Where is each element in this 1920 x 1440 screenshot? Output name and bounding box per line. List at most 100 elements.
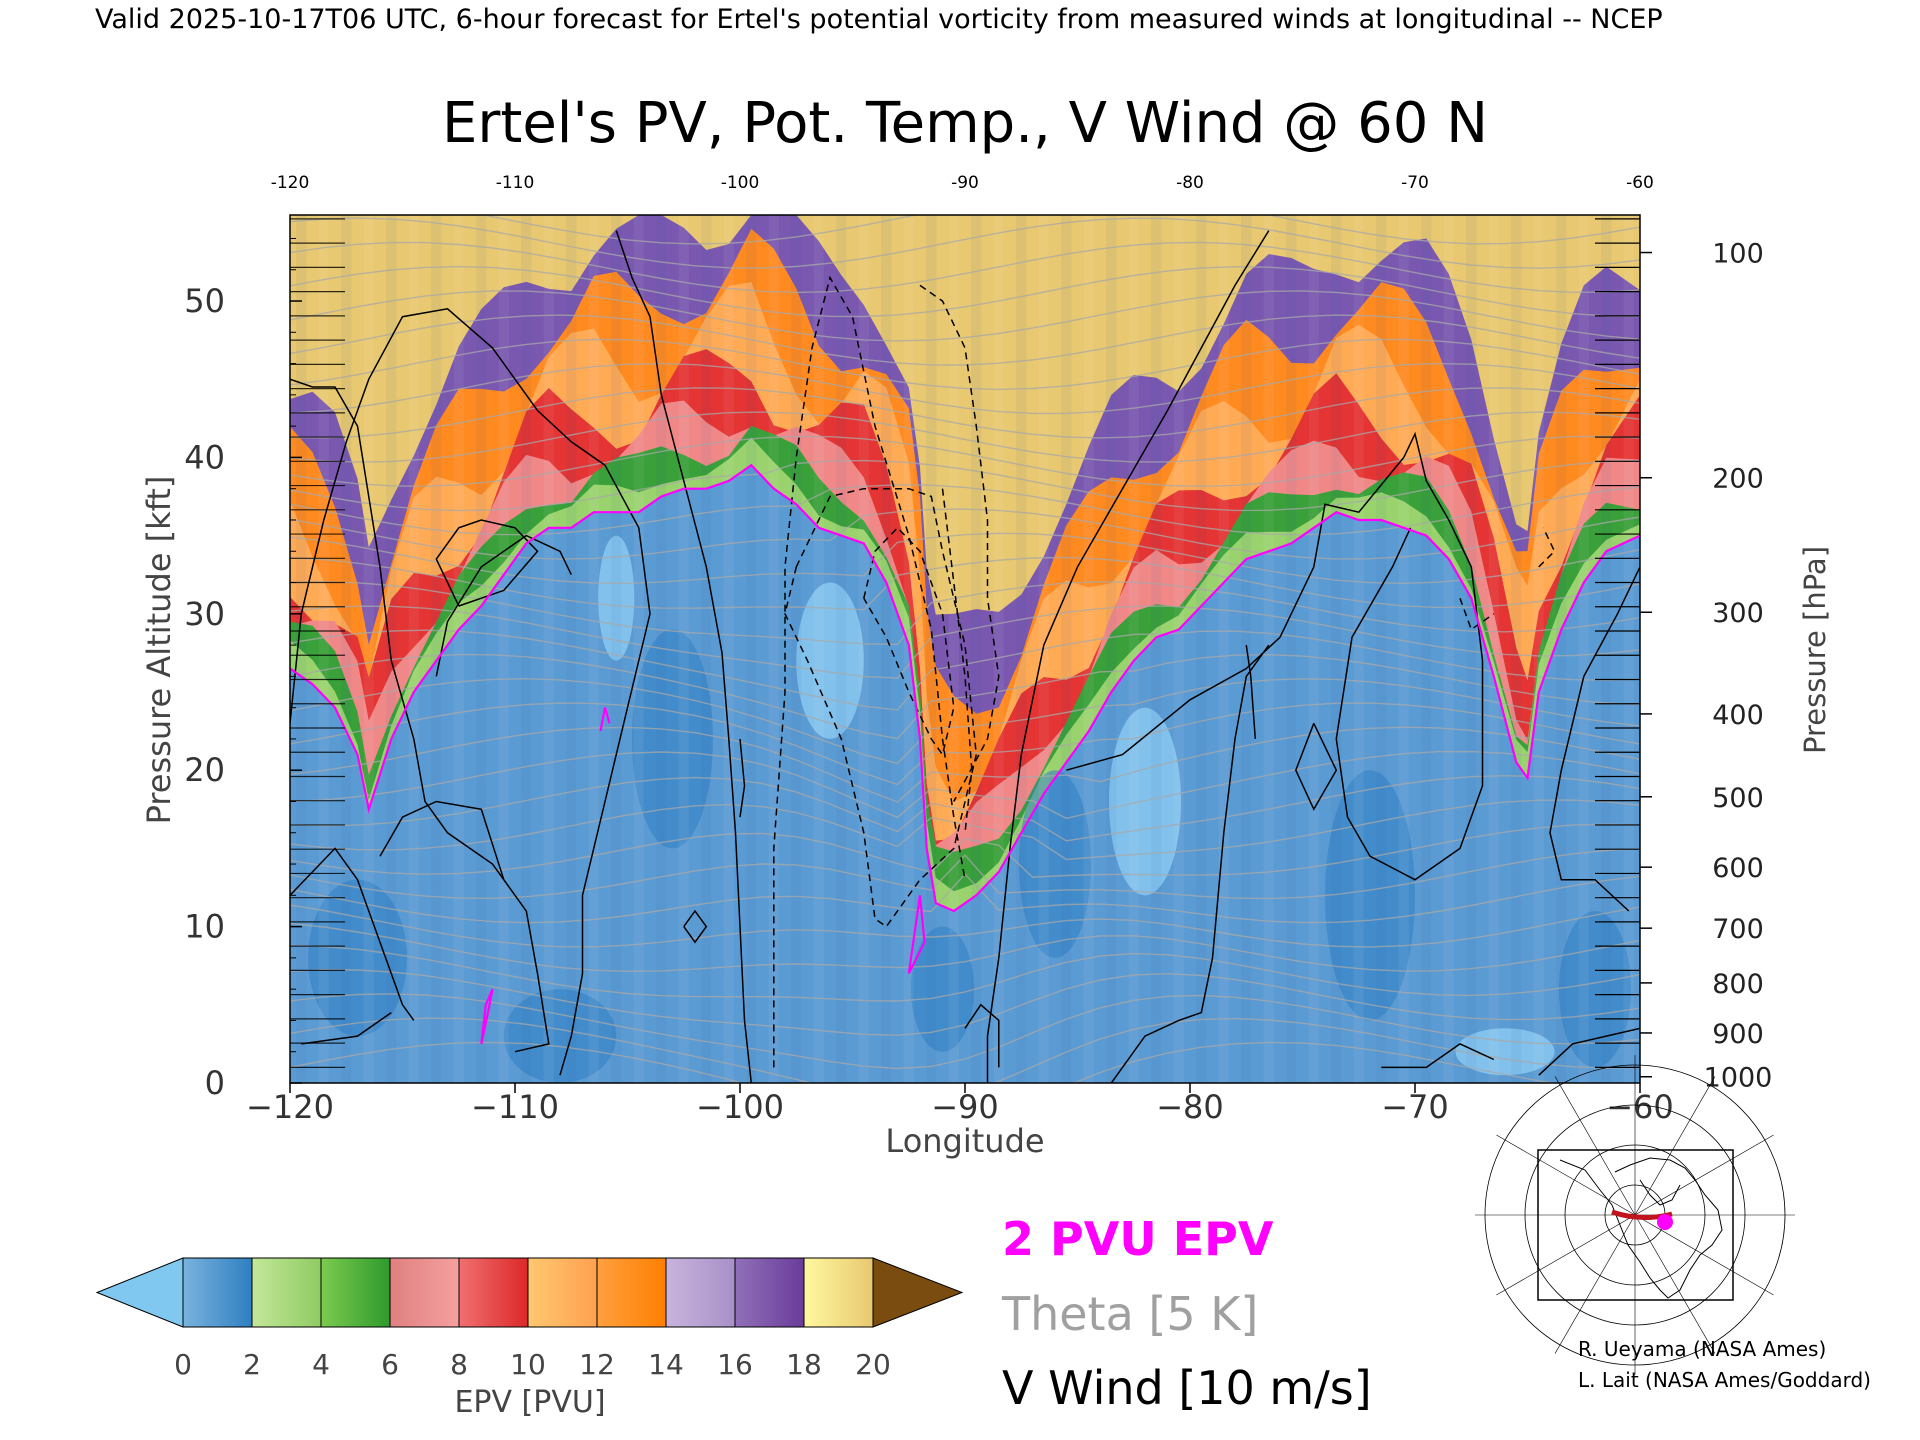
epv-stripe	[1443, 215, 1454, 1083]
v-wind-line	[1549, 566, 1640, 912]
top-tick-label: -100	[721, 173, 760, 193]
x-tick-label: −110	[471, 1088, 559, 1126]
epv-stripe	[723, 215, 734, 1083]
theta-line	[290, 459, 1640, 512]
theta-line	[290, 702, 1640, 786]
epv-stripe	[701, 215, 712, 1083]
theta-line	[290, 904, 1640, 948]
epv-stripe	[1623, 215, 1634, 1083]
inset-meridian	[1554, 1214, 1636, 1354]
epv-stripe	[1421, 215, 1432, 1083]
epv-stripe	[1578, 215, 1589, 1083]
v-wind-line	[290, 847, 415, 1021]
pressure-tick-label: 100	[1712, 239, 1764, 270]
v-wind-line	[379, 800, 505, 880]
colorbar: 0 2 4 6 8 10 12 14 16 18 20	[95, 1257, 964, 1381]
epv-stripe	[363, 215, 374, 1083]
v-wind-line	[435, 519, 539, 607]
colorbar-segment	[734, 1257, 805, 1328]
v-wind-line	[290, 378, 550, 1053]
theta-line	[290, 290, 1640, 342]
inset-meridian	[1496, 1214, 1636, 1296]
epv-pocket	[308, 879, 407, 1037]
theta-contours	[290, 215, 1640, 1083]
theta-line	[290, 605, 1640, 679]
y-tick-label: 30	[184, 595, 225, 633]
theta-line	[290, 435, 1640, 488]
theta-line	[290, 387, 1640, 439]
epv-pocket	[1325, 770, 1415, 1021]
pressure-tick-label: 200	[1712, 464, 1764, 495]
epv-stripe	[588, 215, 599, 1083]
v-wind-line	[290, 307, 651, 1076]
theta-line	[290, 1041, 1559, 1083]
epv-pocket	[1559, 910, 1631, 1068]
epv-stripe	[386, 215, 397, 1083]
colorbar-tick-label: 4	[312, 1348, 330, 1381]
epv-stripe	[431, 215, 442, 1083]
theta-line	[480, 215, 1640, 245]
top-tick-label: -90	[951, 173, 979, 193]
theta-line	[290, 922, 1640, 973]
theta-line	[290, 944, 1640, 1002]
two-pvu-line	[290, 463, 1640, 1045]
epv-stripe	[1173, 215, 1184, 1083]
x-axis-label: Longitude	[885, 1122, 1044, 1160]
inset-meridian	[1496, 1134, 1636, 1216]
colorbar-segment	[458, 1257, 529, 1328]
top-axis: -120 -110 -100 -90 -80 -70 -60	[271, 173, 1654, 193]
colorbar-segment	[596, 1257, 667, 1328]
colorbar-over-arrow	[872, 1257, 964, 1328]
inset-map	[1475, 1055, 1795, 1375]
legend: 2 PVU EPV Theta [5 K] V Wind [10 m/s]	[1001, 1212, 1372, 1415]
epv-stripe	[408, 215, 419, 1083]
v-wind-line	[1066, 431, 1484, 881]
theta-line	[290, 799, 1640, 861]
header-banner: Valid 2025-10-17T06 UTC, 6-hour forecast…	[95, 4, 1663, 35]
y-axis: 0 10 20 30 40 50	[184, 237, 302, 1102]
x-axis: −120 −110 −100 −90 −80 −70 −60	[246, 1083, 1674, 1126]
theta-line	[290, 338, 1640, 391]
v-wind-line	[683, 909, 708, 944]
y-tick-label: 20	[184, 751, 225, 789]
epv-pocket	[1019, 770, 1091, 958]
epv-pocket	[632, 629, 713, 849]
colorbar-tick-label: 18	[786, 1348, 822, 1381]
two-pvu-line-patch	[599, 707, 611, 732]
v-wind-line	[964, 1003, 1000, 1068]
epv-stripe	[1398, 215, 1409, 1083]
epv-stripe	[971, 215, 982, 1083]
theta-line	[290, 677, 1640, 765]
epv-stripe	[926, 215, 937, 1083]
x-tick-label: −90	[931, 1088, 999, 1126]
pressure-axis-label: Pressure [hPa]	[1798, 546, 1832, 754]
y-tick-label: 40	[184, 438, 225, 476]
colorbar-tick-label: 16	[717, 1348, 753, 1381]
colorbar-tick-label: 2	[243, 1348, 261, 1381]
colorbar-tick-label: 14	[648, 1348, 684, 1381]
v-wind-line-negative	[773, 275, 966, 1068]
theta-line	[290, 823, 1640, 878]
theta-line	[290, 847, 1640, 900]
colorbar-segment	[251, 1257, 322, 1328]
epv-stripe	[453, 215, 464, 1083]
v-wind-line	[1110, 644, 1270, 1083]
chart-title: Ertel's PV, Pot. Temp., V Wind @ 60 N	[442, 91, 1488, 156]
colorbar-segment	[320, 1257, 391, 1328]
two-pvu-line-main	[290, 463, 1640, 913]
theta-line	[290, 508, 1640, 560]
epv-stripe	[813, 215, 824, 1083]
y-tick-label: 0	[205, 1064, 225, 1102]
theta-line	[290, 217, 1640, 269]
theta-line	[290, 750, 1640, 820]
epv-pocket-light	[598, 535, 635, 661]
colorbar-segment	[803, 1257, 874, 1328]
v-wind-line	[986, 230, 1270, 1083]
colorbar-segment	[527, 1257, 598, 1328]
inset-meridian	[1634, 1214, 1774, 1296]
colorbar-tick-label: 0	[174, 1348, 192, 1381]
epv-stripe	[1016, 215, 1027, 1083]
v-wind-contours	[290, 230, 1640, 1083]
credit-line-1: R. Ueyama (NASA Ames)	[1578, 1337, 1826, 1361]
